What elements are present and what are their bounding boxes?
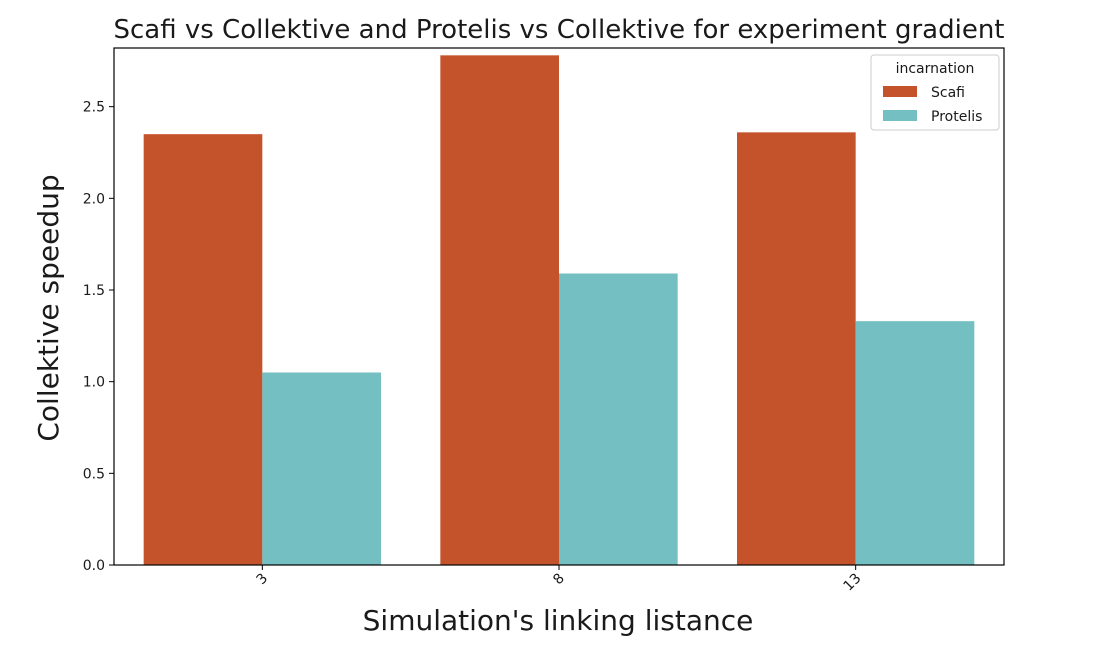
- x-tick-label-13: 13: [841, 571, 865, 595]
- legend-swatch-scafi: [883, 86, 917, 97]
- plot-frame: [113, 47, 1005, 566]
- chart-title: Scafi vs Collektive and Protelis vs Coll…: [113, 15, 1004, 45]
- x-tick-label-3: 3: [254, 571, 272, 589]
- y-tick-label: 2.5: [83, 100, 105, 116]
- bar-protelis-3: [262, 372, 381, 565]
- bar-scafi-13: [737, 132, 856, 566]
- y-tick-label: 1.5: [83, 283, 105, 299]
- legend: incarnation Scafi Protelis: [870, 54, 1000, 131]
- bar-protelis-8: [559, 273, 678, 565]
- bar-scafi-3: [143, 134, 263, 565]
- y-axis-ticks: 0.0 0.5 1.0 1.5 2.0 2.5: [83, 100, 114, 574]
- y-axis-label: Collektive speedup: [32, 174, 65, 441]
- bar-protelis-13: [855, 321, 975, 565]
- y-tick-label: 1.0: [83, 375, 105, 391]
- x-tick-label-8: 8: [550, 571, 568, 589]
- legend-title: incarnation: [896, 61, 975, 77]
- legend-items: Scafi Protelis: [883, 85, 982, 125]
- legend-label-protelis: Protelis: [931, 109, 982, 125]
- bar-scafi-8: [440, 55, 559, 565]
- legend-swatch-protelis: [883, 110, 917, 121]
- x-axis-label: Simulation's linking listance: [363, 604, 754, 637]
- bars-group: [143, 55, 975, 566]
- x-axis-ticks: 3 8 13: [254, 565, 865, 595]
- legend-label-scafi: Scafi: [931, 85, 965, 101]
- y-tick-label: 2.0: [83, 191, 105, 207]
- y-tick-label: 0.0: [83, 558, 105, 574]
- y-tick-label: 0.5: [83, 466, 105, 482]
